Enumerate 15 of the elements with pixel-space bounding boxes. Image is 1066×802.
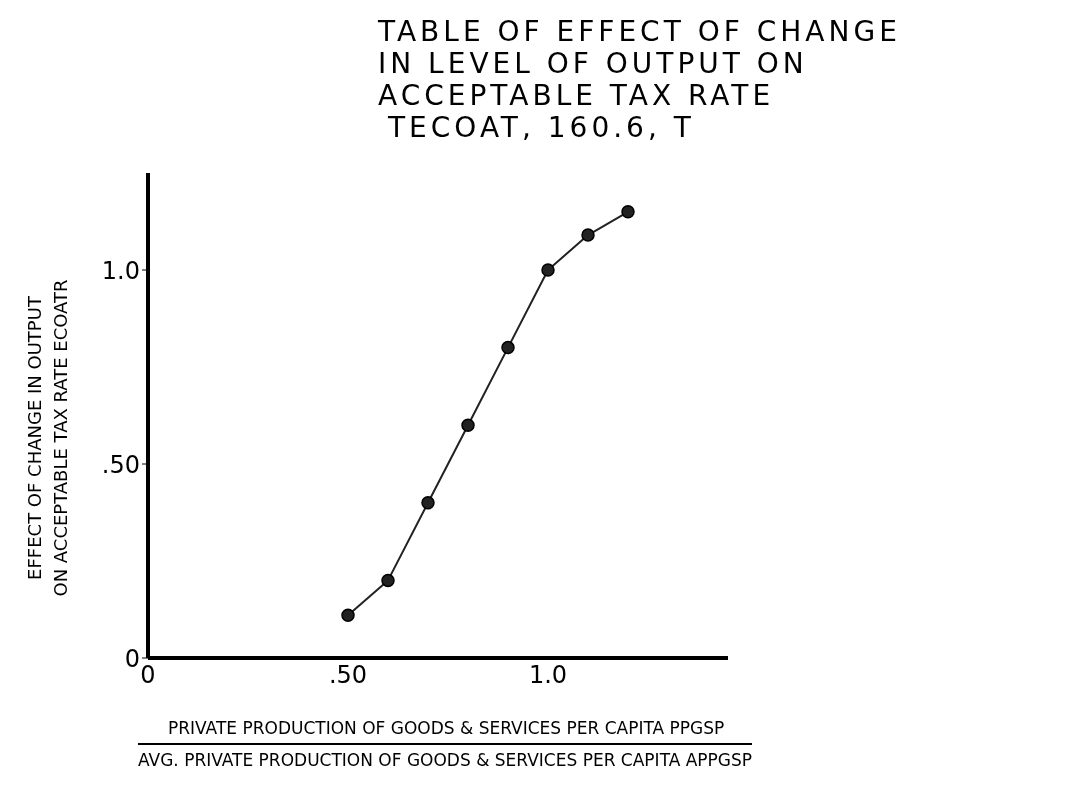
point <box>421 496 435 510</box>
x-axis-title: PRIVATE PRODUCTION OF GOODS & SERVICES PER CAPITA PPGSP AVG. PRIVATE PRODUCTION OF GOODS & SERVICES PER CAPITA APPGSP <box>138 717 753 772</box>
y-axis-title: EFFECT OF CHANGE IN OUTPUT ON ACCEPTABLE TAX RATE ECOATR <box>23 279 72 597</box>
point <box>581 228 595 242</box>
point <box>621 205 635 219</box>
point <box>501 340 515 355</box>
point <box>341 608 355 623</box>
point <box>461 418 475 432</box>
chart-subtitle: TECOAT, 160.6, T <box>387 111 696 144</box>
x-tick-label: .50 <box>328 661 368 690</box>
point <box>541 263 555 277</box>
y-tick-label: 1.0 <box>101 256 140 285</box>
y-tick-label: .50 <box>101 450 140 479</box>
x-tick-label: 1.0 <box>528 661 568 690</box>
point <box>381 573 395 588</box>
